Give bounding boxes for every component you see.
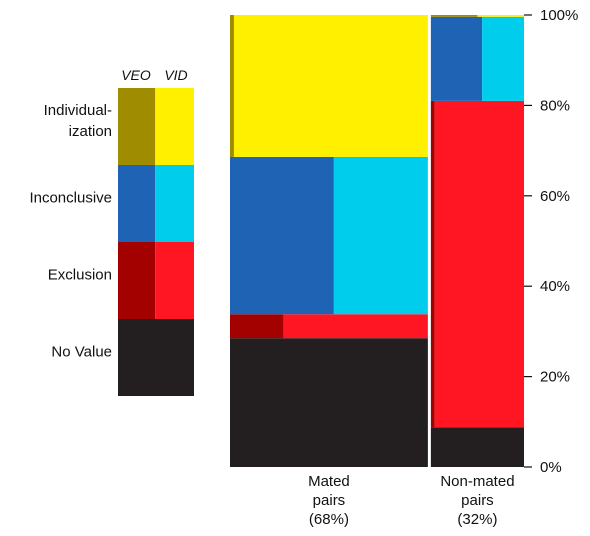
y-tick-label-100: 100% (540, 7, 578, 24)
mated-individualization-veo-segment (230, 15, 234, 157)
legend-label-line: No Value (51, 344, 112, 361)
legend-label-no_value: No Value (51, 344, 112, 361)
legend-swatch-no-value (118, 319, 194, 396)
y-tick-label-60: 60% (540, 188, 570, 205)
legend-swatch-individualization-veo (118, 88, 156, 165)
mated-exclusion-vid-segment (283, 314, 428, 339)
y-axis: 0% 20% 40% 60% 80% 100% (524, 7, 578, 476)
nonmated-individualization-veo-segment (430, 15, 478, 17)
mated-column-label-line: (68%) (309, 511, 349, 528)
nonmated-column-label: Non-mated pairs (32%) (440, 473, 514, 528)
y-tick-label-40: 40% (540, 278, 570, 295)
nonmated-exclusion-veo-segment (430, 100, 435, 428)
mated-inconclusive-veo-segment (230, 156, 334, 315)
legend-label-inconclusive: Inconclusive (29, 190, 112, 207)
y-tick-label-80: 80% (540, 97, 570, 114)
nonmated-column-label-line: pairs (461, 492, 494, 509)
y-tick-label-0: 0% (540, 459, 562, 476)
legend-label-line: Inconclusive (29, 190, 112, 207)
legend-swatch-inconclusive-veo (118, 165, 156, 242)
legend-label-individualization: Individual-ization (44, 102, 112, 140)
nonmated-exclusion-vid-segment (434, 100, 524, 428)
nonmated-inconclusive-veo-segment (430, 16, 483, 101)
legend-swatch-exclusion-veo (118, 242, 156, 319)
plot-area (230, 15, 524, 467)
y-tick-label-20: 20% (540, 369, 570, 386)
mated-inconclusive-vid-segment (333, 156, 428, 315)
legend-label-line: Exclusion (48, 267, 112, 284)
legend-header-vid: VID (164, 67, 187, 83)
nonmated-column-label-line: (32%) (457, 511, 497, 528)
nonmated-individualization-vid-segment (477, 15, 524, 17)
legend-header-veo: VEO (121, 67, 151, 83)
legend-swatch-exclusion-vid (155, 242, 194, 319)
mated-individualization-vid-segment (233, 15, 428, 157)
nonmated-column-label-line: Non-mated (440, 473, 514, 490)
legend-label-line: ization (69, 123, 112, 140)
x-axis-labels: Mated pairs (68%) Non-mated pairs (32%) (308, 473, 514, 528)
legend: VEO VID Individual-ization Inconclusive Excl… (29, 67, 194, 396)
mated-column-label-line: pairs (313, 492, 346, 509)
mated-column-label-line: Mated (308, 473, 350, 490)
legend-swatch-individualization-vid (155, 88, 194, 165)
mated-exclusion-veo-segment (230, 314, 284, 339)
mated-column-label: Mated pairs (68%) (308, 473, 350, 528)
legend-swatch-inconclusive-vid (155, 165, 194, 242)
mated-no_value-veo-segment (230, 338, 428, 467)
nonmated-no_value-veo-segment (430, 427, 524, 467)
legend-label-line: Individual- (44, 102, 112, 119)
legend-label-exclusion: Exclusion (48, 267, 112, 284)
nonmated-inconclusive-vid-segment (482, 16, 524, 101)
